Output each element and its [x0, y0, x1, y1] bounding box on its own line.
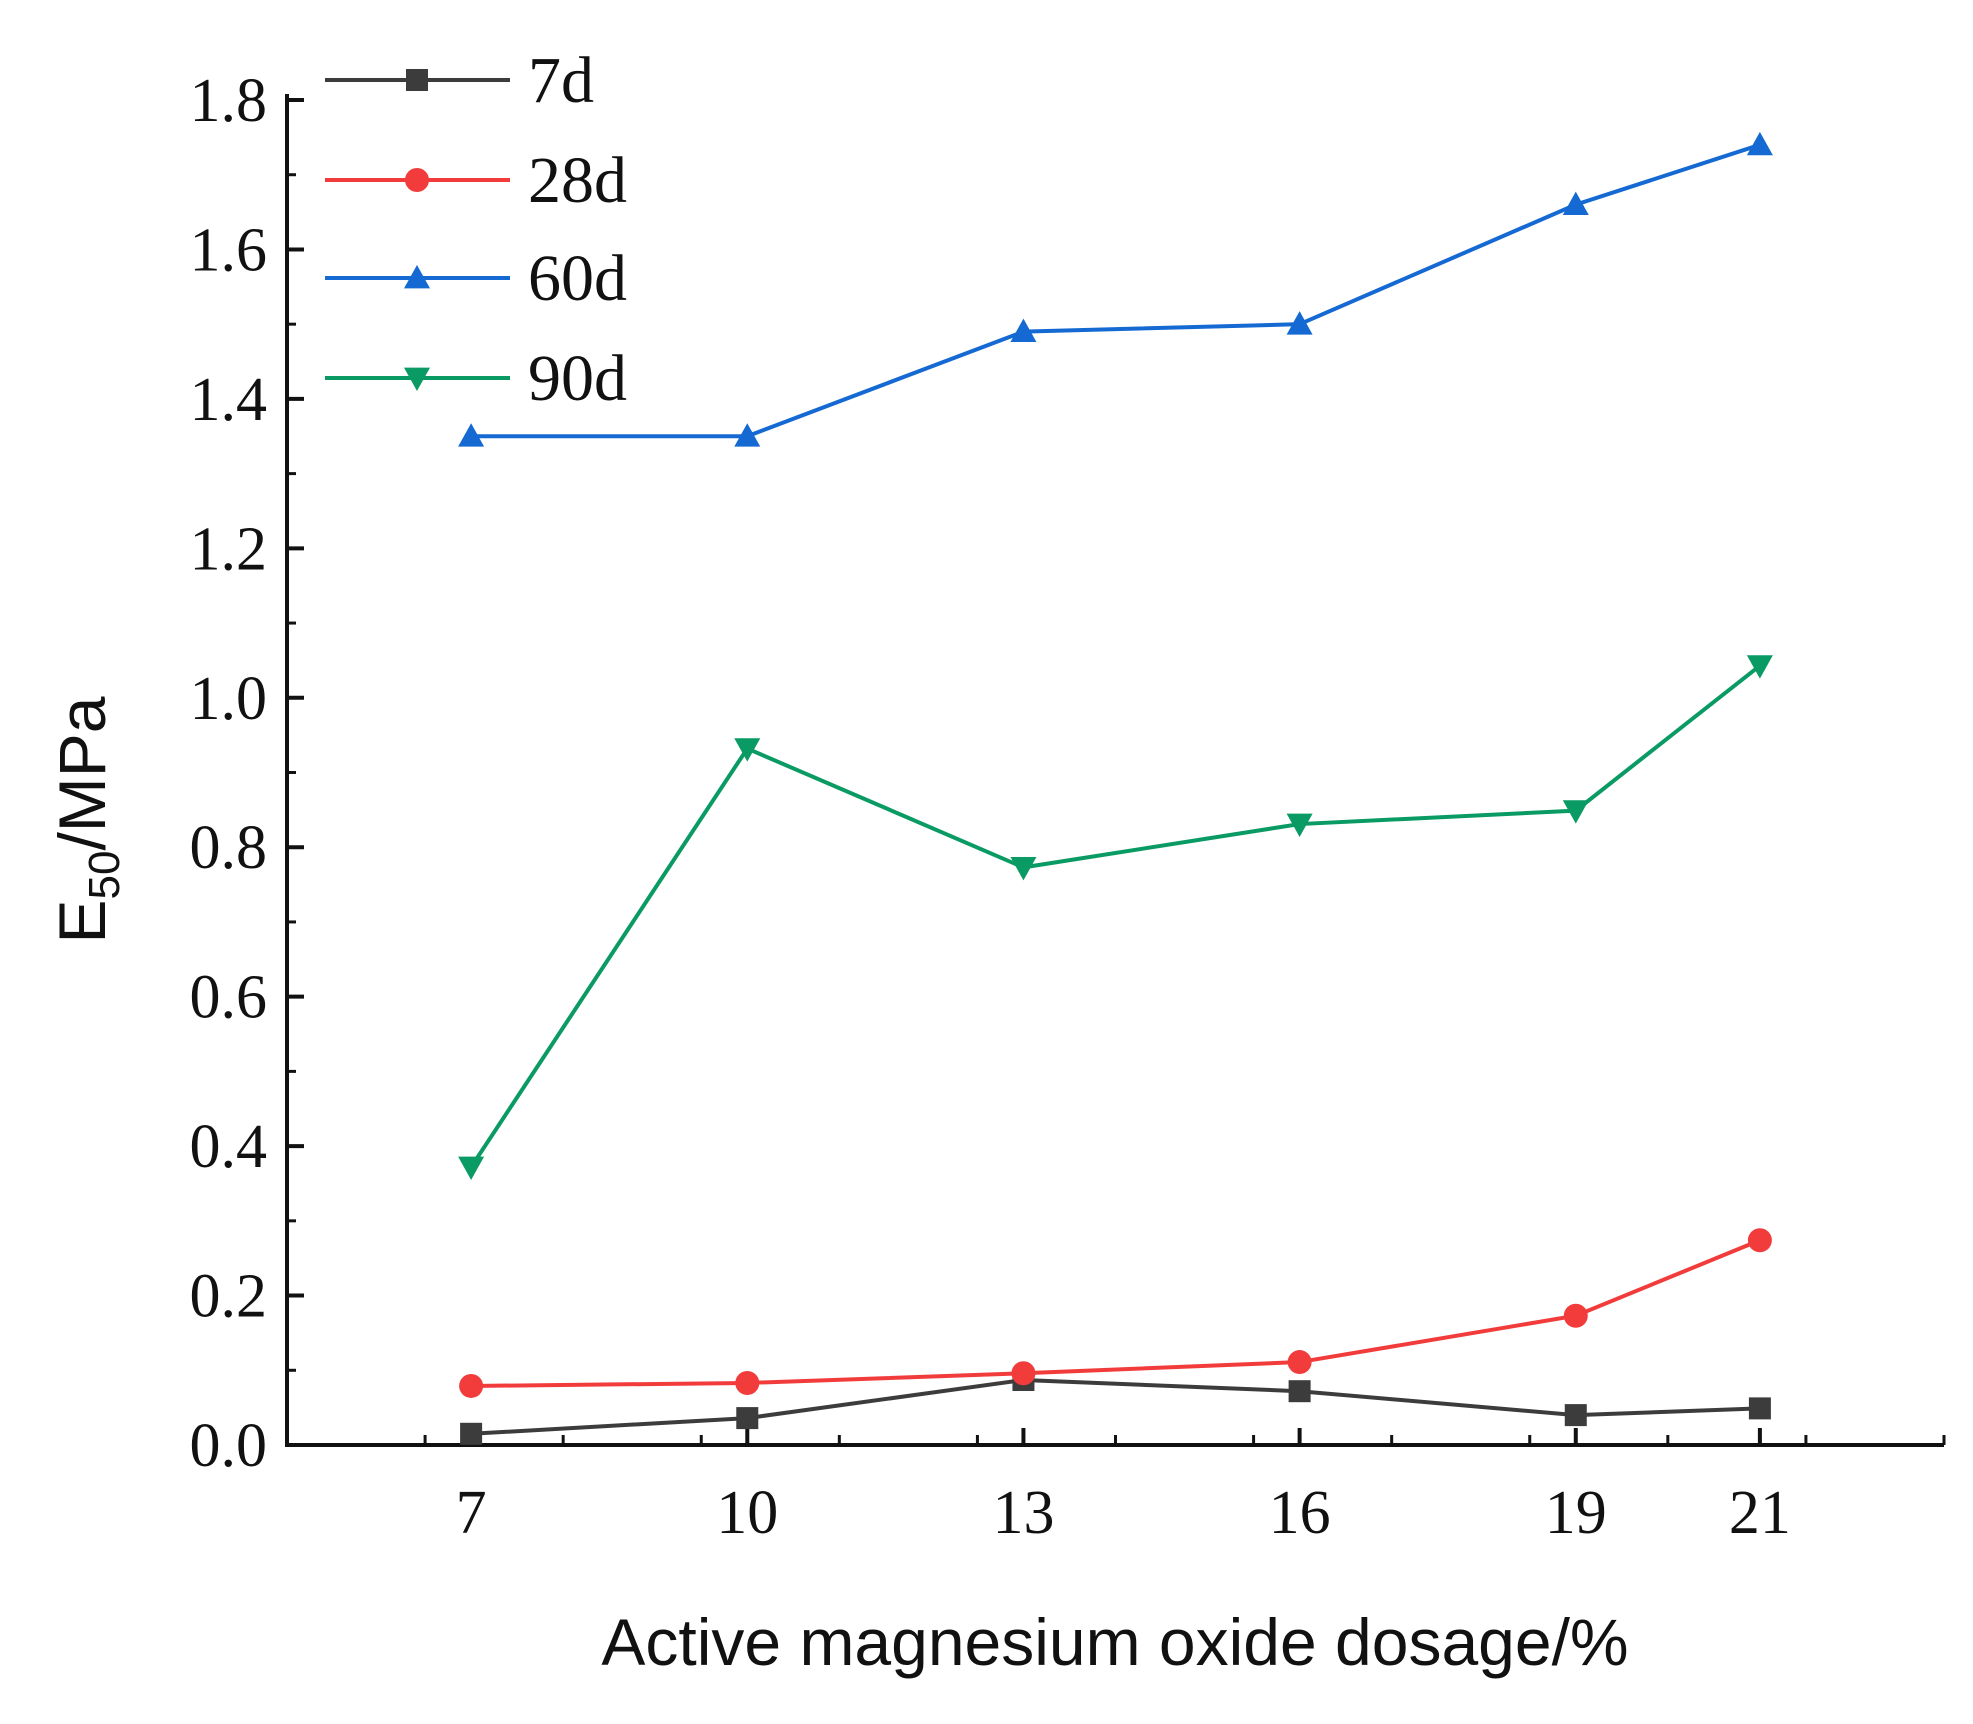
data-point-7d [1748, 1397, 1771, 1420]
data-point-90d [1010, 856, 1037, 881]
y-tick-label: 0.6 [190, 964, 268, 1032]
data-point-28d [1747, 1228, 1772, 1253]
legend-label: 90d [528, 342, 627, 415]
legend-item-60d: 60d [325, 242, 627, 315]
series-28d [459, 1228, 1772, 1398]
data-point-90d [1286, 813, 1313, 838]
legend-marker [406, 69, 428, 91]
y-tick-label: 0.0 [190, 1412, 268, 1480]
data-point-90d [458, 1156, 485, 1181]
data-point-60d [1010, 318, 1037, 343]
x-axis-title: Active magnesium oxide dosage/% [601, 1605, 1628, 1679]
series-line-90d [469, 664, 1762, 1169]
data-point-90d [1562, 800, 1589, 824]
legend-marker [404, 265, 430, 289]
x-tick-label: 21 [1729, 1479, 1791, 1547]
y-tick-label: 1.8 [190, 67, 268, 135]
data-point-28d [1287, 1350, 1312, 1375]
x-tick-label: 13 [992, 1479, 1054, 1547]
y-axis-title-tail: /MPa [45, 696, 119, 850]
legend-item-7d: 7d [325, 44, 594, 117]
data-point-7d [1288, 1380, 1311, 1403]
data-point-28d [459, 1373, 484, 1398]
y-axis-title-subscript: 50 [80, 851, 129, 900]
legend-label: 7d [528, 44, 594, 117]
y-axis-title: E50/MPa [45, 696, 129, 943]
data-point-28d [735, 1370, 760, 1395]
y-tick-label: 0.4 [190, 1113, 268, 1181]
series-layer [458, 131, 1773, 1445]
data-point-7d [460, 1422, 483, 1445]
x-tick-label: 7 [456, 1479, 487, 1547]
legend-marker [405, 168, 429, 192]
data-point-7d [736, 1407, 759, 1430]
y-tick-label: 1.6 [190, 216, 268, 284]
y-axis-title-main: E [45, 899, 119, 943]
data-point-90d [1746, 655, 1773, 679]
y-tick-label: 1.4 [190, 366, 268, 434]
legend: 7d 28d 60d 90d [325, 44, 627, 415]
legend-item-90d: 90d [325, 342, 627, 415]
y-tick-label: 0.2 [190, 1263, 268, 1331]
series-line-28d [471, 1238, 1761, 1388]
y-tick-label: 1.2 [190, 515, 268, 583]
legend-item-28d: 28d [325, 144, 627, 217]
legend-marker [404, 367, 430, 391]
y-tick-label: 1.0 [190, 665, 268, 733]
data-point-60d [1562, 191, 1589, 216]
y-tick-label: 0.8 [190, 814, 268, 882]
x-tick-label: 16 [1269, 1479, 1331, 1547]
series-line-60d [471, 142, 1761, 439]
series-60d [458, 131, 1773, 447]
data-point-60d [458, 423, 485, 447]
data-point-28d [1563, 1303, 1588, 1328]
data-point-60d [734, 423, 761, 447]
data-point-90d [734, 738, 761, 762]
legend-label: 28d [528, 144, 627, 217]
data-point-7d [1564, 1404, 1587, 1427]
data-point-60d [1746, 131, 1773, 156]
series-line-7d [470, 1377, 1760, 1436]
data-point-60d [1286, 311, 1313, 335]
axes: 0.0 0.2 0.4 0.6 0.8 1.0 1.2 1.4 1.6 1.8 7 10 13 16 19 2… [190, 67, 1946, 1547]
series-90d [458, 655, 1773, 1181]
data-point-28d [1011, 1361, 1036, 1386]
x-tick-label: 10 [716, 1479, 778, 1547]
legend-label: 60d [528, 242, 627, 315]
x-tick-label: 19 [1545, 1479, 1607, 1547]
